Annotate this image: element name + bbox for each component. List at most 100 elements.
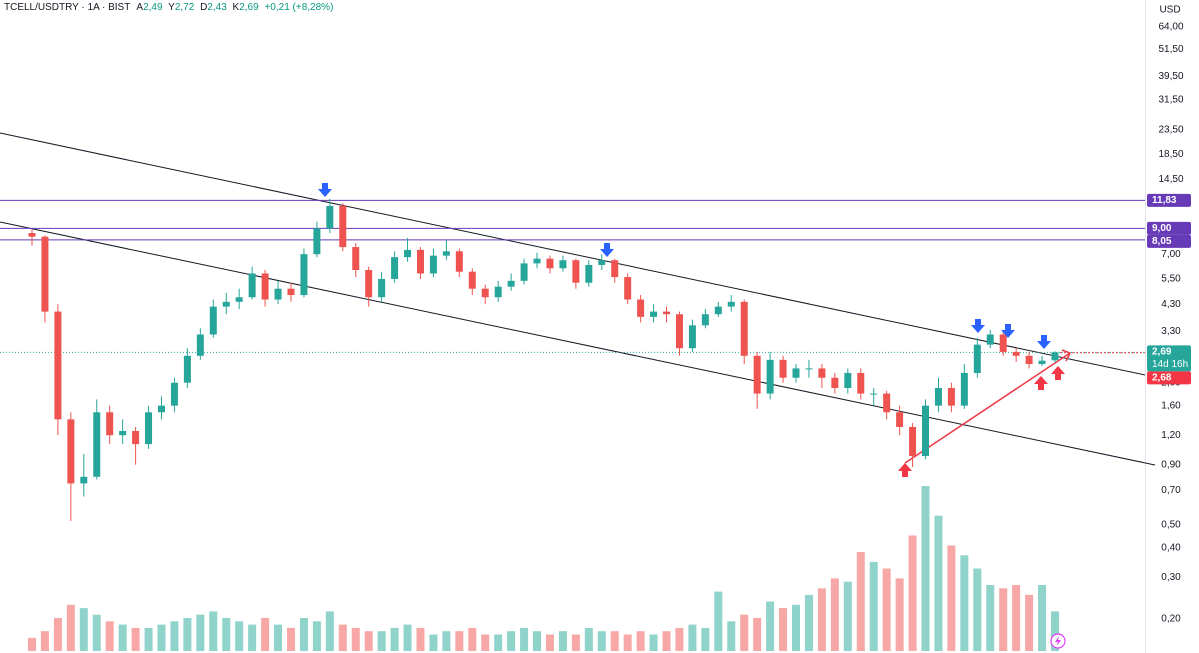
candle-body (391, 257, 399, 279)
candle-body (520, 263, 528, 281)
volume-bar (364, 631, 373, 651)
volume-bar (792, 604, 801, 651)
volume-bar (986, 585, 995, 651)
volume-bar (338, 624, 347, 651)
volume-bar (908, 535, 917, 651)
volume-bar (753, 618, 762, 651)
candle-body (805, 368, 813, 370)
candle-body (611, 260, 619, 278)
candle-body (80, 476, 88, 484)
candle-body (313, 228, 321, 255)
candle-body (1012, 351, 1020, 356)
y-tick-label: 0,70 (1161, 485, 1181, 496)
candle-body (792, 368, 800, 378)
volume-bar (429, 634, 438, 651)
rising-trend-line (904, 352, 1071, 464)
candle-body (54, 311, 62, 420)
y-tick-label: 0,30 (1161, 572, 1181, 583)
volume-bar (28, 637, 36, 651)
ohlc-key: K (233, 2, 240, 13)
candle-body (274, 288, 282, 300)
volume-bar (105, 621, 114, 651)
candle-body (973, 344, 981, 373)
candle-body (559, 260, 567, 269)
volume-bar (701, 627, 710, 651)
y-tick-label: 1,20 (1161, 430, 1181, 441)
countdown: 14d 16h (1152, 359, 1188, 370)
candle-body (831, 377, 839, 389)
candle-body (145, 412, 153, 445)
candle-body (883, 393, 891, 413)
candle-body (779, 359, 787, 378)
up-arrow (898, 463, 912, 477)
volume-bar (727, 621, 736, 651)
candle-body (494, 286, 502, 298)
volume-bar (442, 631, 451, 651)
candle-body (585, 264, 593, 283)
volume-bar (455, 631, 464, 651)
candle-body (909, 426, 917, 456)
volume-bar (649, 634, 658, 651)
volume-bar (533, 631, 542, 651)
candle-body (339, 205, 347, 248)
volume-bar (584, 627, 593, 651)
y-tick-label: 7,00 (1161, 249, 1181, 260)
volume-bar (261, 618, 270, 651)
y-tick-label: 0,40 (1161, 543, 1181, 554)
volume-bar (286, 627, 295, 651)
volume-bar (53, 618, 62, 651)
volume-bar (688, 624, 697, 651)
volume-bar (66, 604, 75, 651)
down-arrow (1001, 324, 1015, 338)
candle-body (999, 334, 1007, 352)
ohlc-value: 2,43 (207, 2, 227, 13)
candle-body (416, 249, 424, 274)
volume-bar (520, 627, 529, 651)
volume-bar (92, 614, 101, 651)
volume-bar (222, 618, 231, 651)
y-tick-label: 14,50 (1158, 174, 1183, 185)
candle-body (378, 278, 386, 298)
candle-body (365, 269, 373, 298)
volume-bar (312, 621, 321, 651)
down-arrow (1037, 335, 1051, 349)
price-label-box (1147, 371, 1191, 385)
volume-bar (804, 594, 813, 651)
candle-body (455, 251, 463, 272)
volume-bar (416, 627, 425, 651)
alert-icon[interactable] (1050, 633, 1066, 649)
ohlc-value: 2,49 (143, 2, 163, 13)
down-markers (318, 183, 1051, 349)
candle-body (196, 334, 204, 356)
price-axis: 64,00 51,50 39,50 31,50 23,50 18,50 14,50 7,00 5… (1147, 22, 1191, 625)
y-tick-label: 0,90 (1161, 459, 1181, 470)
volume-bar (118, 624, 127, 651)
volume-bar (299, 618, 308, 651)
volume-bar (779, 608, 788, 651)
candle-body (1025, 355, 1033, 365)
candle-body (157, 405, 165, 413)
volume-bar (740, 614, 749, 651)
volume-bar (40, 631, 49, 651)
candle-body (41, 236, 49, 312)
candle-body (481, 288, 489, 298)
candle-body (922, 405, 930, 456)
volume-bar (209, 611, 218, 651)
markers (318, 183, 1065, 477)
candle-body (934, 388, 942, 406)
candle-body (740, 301, 748, 356)
volume-bar (507, 631, 516, 651)
volume-bar (623, 634, 632, 651)
trend-line (0, 132, 1146, 376)
volume-bar (494, 634, 503, 651)
candle-body (701, 314, 709, 326)
candle-body (132, 430, 140, 445)
candle-body (896, 412, 904, 427)
candle-body (106, 412, 114, 436)
alert-bolt[interactable] (1055, 636, 1061, 646)
candle-body (235, 297, 243, 302)
candle-body (650, 311, 658, 317)
candle-body (947, 388, 955, 406)
